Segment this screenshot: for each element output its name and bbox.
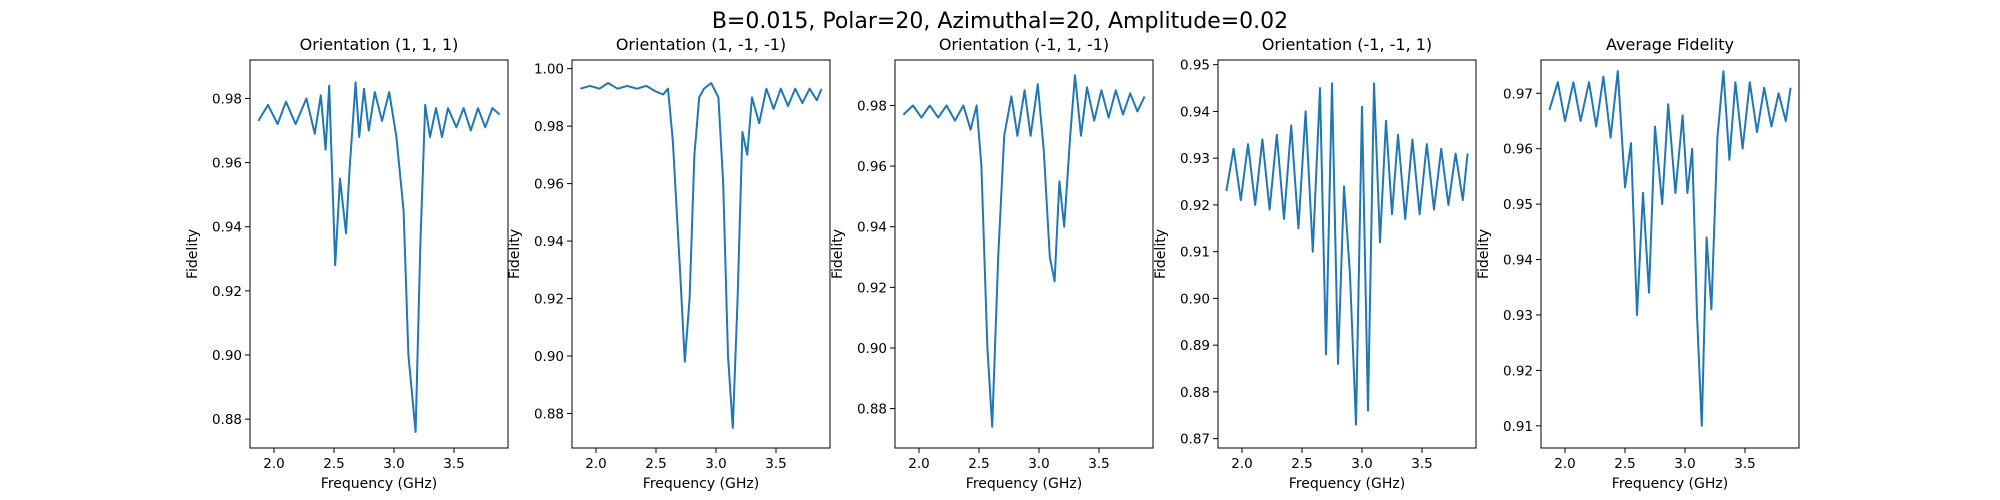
subplot-3: Orientation (-1, 1, -1) 2.0 2.5 3.0 3.5 0.88 0… <box>830 35 1154 492</box>
y-tick-label: 0.92 <box>1503 363 1533 379</box>
axes-frame <box>1217 59 1477 449</box>
subplot-title: Average Fidelity <box>1606 35 1734 54</box>
y-tick-label: 0.90 <box>1180 291 1210 307</box>
y-tick-label: 0.95 <box>1180 58 1210 74</box>
subplot-5: Average Fidelity 2.0 2.5 3.0 3.5 0.91 0.92 0.93… <box>1476 35 1800 492</box>
y-tick-label: 0.88 <box>857 402 887 418</box>
y-tick-label: 0.89 <box>1180 338 1210 354</box>
y-tick-label: 0.94 <box>1503 253 1533 269</box>
x-tick-label: 2.0 <box>263 456 284 472</box>
y-tick-label: 0.91 <box>1503 419 1533 435</box>
series-line <box>580 82 823 429</box>
subplot-title: Orientation (1, 1, 1) <box>300 35 459 54</box>
x-tick-label: 3.0 <box>705 456 726 472</box>
x-tick-label: 2.5 <box>1291 456 1312 472</box>
y-tick-label: 0.87 <box>1180 432 1210 448</box>
subplot-1: Orientation (1, 1, 1) 2.0 2.5 3.0 3.5 0.88 0.9… <box>185 35 509 492</box>
y-tick-label: 0.93 <box>1503 308 1533 324</box>
x-axis-label: Frequency (GHz) <box>643 476 759 492</box>
x-axis-label: Frequency (GHz) <box>1289 476 1405 492</box>
y-tick-label: 0.92 <box>857 280 887 296</box>
series-line <box>257 81 501 433</box>
y-axis-label: Fidelity <box>830 229 846 279</box>
y-tick-label: 0.92 <box>1180 198 1210 214</box>
x-tick-label: 2.0 <box>585 456 606 472</box>
y-tick-label: 0.91 <box>1180 245 1210 261</box>
axes-frame <box>571 59 831 449</box>
series-line <box>1225 82 1469 426</box>
y-tick-label: 0.96 <box>1503 142 1533 158</box>
y-tick-label: 0.94 <box>1180 104 1210 120</box>
axes-frame <box>1540 59 1800 449</box>
y-tick-label: 0.96 <box>212 156 242 172</box>
series-line <box>902 74 1146 428</box>
figure-suptitle: B=0.015, Polar=20, Azimuthal=20, Amplitu… <box>712 9 1288 34</box>
y-tick-label: 0.95 <box>1503 197 1533 213</box>
y-tick-label: 0.98 <box>857 98 887 114</box>
x-tick-label: 3.5 <box>1088 456 1109 472</box>
x-axis-label: Frequency (GHz) <box>966 476 1082 492</box>
y-tick-label: 0.92 <box>534 292 564 308</box>
axes-frame <box>894 59 1154 449</box>
y-tick-label: 0.96 <box>534 177 564 193</box>
y-axis-label: Fidelity <box>507 229 523 279</box>
x-tick-label: 3.5 <box>443 456 464 472</box>
axes-frame <box>249 59 509 449</box>
y-tick-label: 1.00 <box>534 62 564 78</box>
subplot-4: Orientation (-1, -1, 1) 2.0 2.5 3.0 3.5 0.87 0… <box>1153 35 1477 492</box>
x-tick-label: 3.5 <box>1411 456 1432 472</box>
y-tick-label: 0.88 <box>212 412 242 428</box>
y-axis-label: Fidelity <box>1476 229 1492 279</box>
y-tick-label: 0.98 <box>212 91 242 107</box>
y-tick-label: 0.88 <box>534 407 564 423</box>
subplot-title: Orientation (-1, -1, 1) <box>1262 35 1432 54</box>
x-tick-label: 2.0 <box>1554 456 1575 472</box>
x-tick-label: 3.0 <box>1674 456 1695 472</box>
x-tick-label: 3.0 <box>1028 456 1049 472</box>
x-tick-label: 2.0 <box>908 456 929 472</box>
series-line <box>1548 70 1792 427</box>
y-tick-label: 0.97 <box>1503 86 1533 102</box>
y-tick-label: 0.94 <box>212 220 242 236</box>
y-axis-label: Fidelity <box>1153 229 1169 279</box>
x-tick-label: 3.5 <box>1734 456 1755 472</box>
x-tick-label: 3.0 <box>1351 456 1372 472</box>
y-tick-label: 0.94 <box>857 220 887 236</box>
subplot-title: Orientation (-1, 1, -1) <box>939 35 1109 54</box>
subplot-title: Orientation (1, -1, -1) <box>616 35 786 54</box>
x-tick-label: 3.5 <box>765 456 786 472</box>
y-tick-label: 0.93 <box>1180 151 1210 167</box>
x-tick-label: 3.0 <box>383 456 404 472</box>
subplot-2: Orientation (1, -1, -1) 2.0 2.5 3.0 3.5 0.88 0… <box>507 35 831 492</box>
y-tick-label: 0.92 <box>212 284 242 300</box>
y-tick-label: 0.98 <box>534 119 564 135</box>
y-tick-label: 0.94 <box>534 234 564 250</box>
y-axis-label: Fidelity <box>185 229 201 279</box>
x-tick-label: 2.5 <box>645 456 666 472</box>
y-tick-label: 0.90 <box>212 348 242 364</box>
y-tick-label: 0.96 <box>857 159 887 175</box>
x-tick-label: 2.5 <box>1614 456 1635 472</box>
x-tick-label: 2.5 <box>968 456 989 472</box>
y-tick-label: 0.90 <box>857 341 887 357</box>
subplot-grid: Orientation (1, 1, 1) 2.0 2.5 3.0 3.5 0.88 0.9… <box>185 35 1800 492</box>
x-tick-label: 2.5 <box>323 456 344 472</box>
x-axis-label: Frequency (GHz) <box>1612 476 1728 492</box>
x-axis-label: Frequency (GHz) <box>321 476 437 492</box>
y-tick-label: 0.88 <box>1180 385 1210 401</box>
y-tick-label: 0.90 <box>534 349 564 365</box>
x-tick-label: 2.0 <box>1231 456 1252 472</box>
